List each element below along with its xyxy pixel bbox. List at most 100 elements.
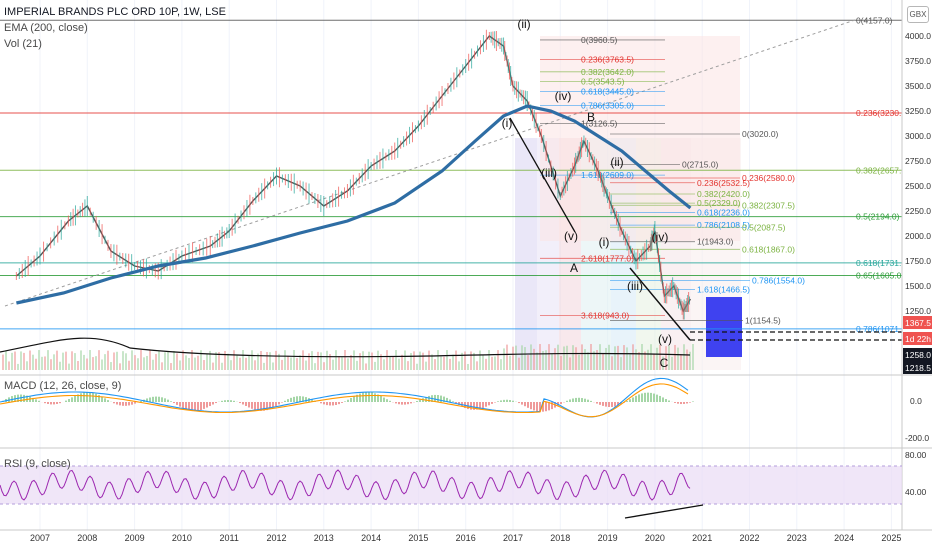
- y-tick-label: 2750.0: [905, 156, 931, 166]
- volume-bar: [572, 345, 574, 370]
- macd-histogram-bar: [389, 400, 391, 402]
- macd-histogram-bar: [545, 402, 547, 412]
- macd-histogram-bar: [398, 402, 400, 405]
- volume-bar: [128, 360, 130, 370]
- volume-bar: [149, 350, 151, 370]
- volume-bar: [203, 360, 205, 370]
- wave-label: (v): [658, 332, 672, 346]
- volume-bar: [26, 361, 28, 370]
- macd-histogram-bar: [416, 400, 418, 402]
- macd-histogram-bar: [161, 397, 163, 402]
- macd-histogram-bar: [200, 402, 202, 410]
- volume-bar: [587, 352, 589, 370]
- fib-mid-label: 2.618(1777.0): [581, 253, 634, 263]
- macd-histogram-bar: [107, 400, 109, 402]
- macd-histogram-bar: [596, 402, 598, 404]
- volume-bar: [62, 352, 64, 370]
- volume-bar: [662, 356, 664, 370]
- volume-bar: [317, 351, 319, 370]
- volume-bar: [275, 350, 277, 370]
- fib-mid-label: 0.618(3445.0): [581, 87, 634, 97]
- fib-low-label: 1(1154.5): [745, 316, 781, 326]
- volume-bar: [47, 350, 49, 370]
- fib-low-label: 0.5(2087.5): [742, 222, 786, 232]
- ema-indicator-label[interactable]: EMA (200, close): [4, 22, 88, 34]
- volume-bar: [446, 350, 448, 370]
- volume-bar: [395, 350, 397, 370]
- volume-bar: [455, 350, 457, 370]
- volume-bar: [281, 359, 283, 370]
- volume-bar: [443, 356, 445, 370]
- x-tick-label: 2015: [408, 533, 428, 543]
- wave-trendline: [509, 117, 576, 233]
- macd-histogram-bar: [608, 402, 610, 408]
- volume-bar: [5, 350, 7, 370]
- volume-bar: [338, 356, 340, 370]
- volume-bar: [509, 355, 511, 370]
- rsi-band: [0, 466, 902, 504]
- volume-indicator-label[interactable]: Vol (21): [4, 38, 42, 50]
- volume-bar: [611, 356, 613, 370]
- fib-low-label: 0.236(2580.0): [742, 173, 795, 183]
- macd-histogram-bar: [512, 400, 514, 402]
- macd-histogram-bar: [152, 396, 154, 402]
- price-badge: [903, 316, 932, 329]
- macd-histogram-bar: [98, 395, 100, 402]
- macd-pane-label[interactable]: MACD (12, 26, close, 9): [4, 380, 122, 392]
- macd-histogram-bar: [311, 399, 313, 402]
- volume-bar: [77, 361, 79, 370]
- fib-level-label: 0.236(3230.3): [856, 108, 909, 118]
- volume-bar: [533, 348, 535, 370]
- macd-histogram-bar: [470, 402, 472, 410]
- volume-bar: [71, 351, 73, 370]
- volume-bar: [380, 354, 382, 370]
- macd-histogram-bar: [302, 396, 304, 402]
- macd-histogram-bar: [239, 402, 241, 404]
- fib-level-label: 0.382(2657.5): [856, 165, 909, 175]
- volume-bar: [581, 344, 583, 370]
- macd-histogram-bar: [401, 402, 403, 405]
- volume-bar: [341, 357, 343, 370]
- wave-label: (iv): [652, 230, 669, 244]
- macd-histogram-bar: [656, 394, 658, 402]
- fib-mid-label: 0(3960.5): [581, 35, 618, 45]
- volume-bar: [500, 359, 502, 370]
- volume-bar: [383, 359, 385, 370]
- volume-bar: [104, 354, 106, 370]
- macd-histogram-bar: [689, 402, 691, 403]
- currency-badge[interactable]: GBX: [907, 6, 929, 23]
- macd-histogram-bar: [632, 397, 634, 402]
- volume-bar: [437, 350, 439, 370]
- y-tick-label: 1250.0: [905, 306, 931, 316]
- volume-bar: [305, 360, 307, 370]
- volume-bar: [593, 351, 595, 370]
- rsi-pane-label[interactable]: RSI (9, close): [4, 458, 71, 470]
- macd-histogram-bar: [680, 402, 682, 405]
- price-axis-background: [902, 0, 932, 530]
- volume-bar: [200, 350, 202, 370]
- macd-histogram-bar: [257, 402, 259, 411]
- volume-bar: [257, 353, 259, 370]
- volume-bar: [143, 357, 145, 370]
- macd-histogram-bar: [590, 400, 592, 402]
- macd-histogram-bar: [122, 402, 124, 406]
- macd-histogram-bar: [191, 402, 193, 412]
- volume-bar: [14, 351, 16, 370]
- macd-histogram-bar: [182, 402, 184, 409]
- volume-bar: [692, 344, 694, 370]
- volume-bar: [560, 355, 562, 370]
- volume-bar: [632, 344, 634, 370]
- macd-histogram-bar: [614, 402, 616, 407]
- volume-bar: [326, 350, 328, 370]
- x-tick-label: 2021: [692, 533, 712, 543]
- volume-bar: [95, 356, 97, 370]
- macd-histogram-bar: [179, 402, 181, 407]
- volume-bar: [482, 354, 484, 370]
- macd-histogram-bar: [260, 402, 262, 411]
- fib-zone-box: [515, 138, 537, 370]
- macd-histogram-bar: [263, 402, 265, 411]
- volume-bar: [647, 349, 649, 370]
- x-tick-label: 2007: [30, 533, 50, 543]
- macd-histogram-bar: [584, 398, 586, 402]
